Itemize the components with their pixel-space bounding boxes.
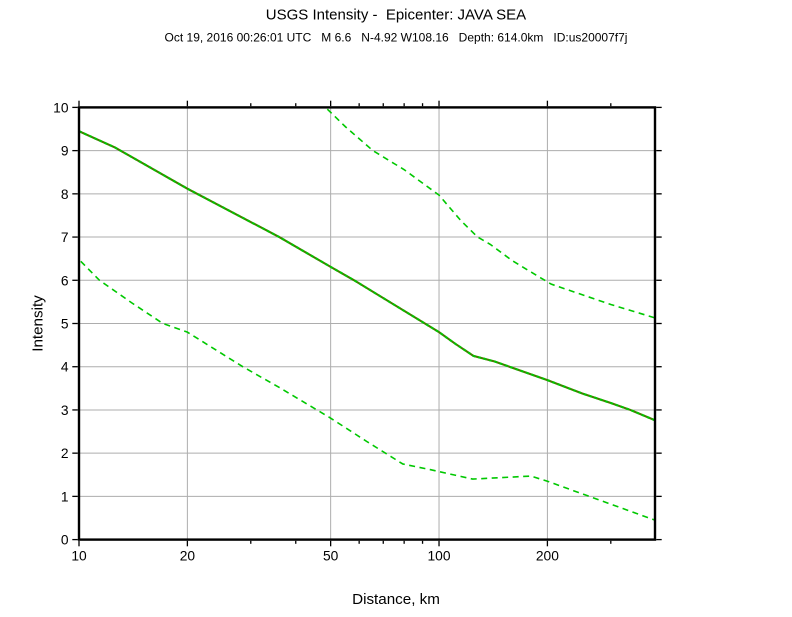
x-tick-label: 200	[536, 549, 559, 564]
x-axis-title: Distance, km	[352, 591, 440, 608]
y-tick-label: 4	[61, 360, 69, 375]
y-tick-label: 0	[61, 533, 69, 548]
axis-ticks	[72, 100, 662, 547]
x-tick-label: 10	[71, 549, 87, 564]
y-tick-label: 7	[61, 230, 69, 245]
sigma-bound-line	[79, 258, 655, 521]
y-tick-label: 1	[61, 489, 69, 504]
y-tick-label: 8	[61, 187, 69, 202]
grid-lines	[79, 107, 655, 540]
x-axis-tick-labels: 10 20 50 100 200	[71, 549, 559, 564]
y-tick-label: 3	[61, 403, 69, 418]
y-tick-label: 9	[61, 144, 69, 159]
y-axis-title: Intensity	[30, 295, 47, 352]
mean-intensity-line-overlay	[79, 130, 655, 422]
mean-intensity-line	[79, 130, 655, 422]
x-tick-label: 20	[180, 549, 196, 564]
y-tick-label: 10	[53, 100, 69, 115]
chart-title: USGS Intensity - Epicenter: JAVA SEA	[266, 7, 526, 24]
y-tick-label: 2	[61, 446, 69, 461]
sigma-bound-line	[325, 107, 655, 319]
y-tick-label: 5	[61, 317, 69, 332]
plot-frame	[77, 106, 657, 541]
chart-subtitle: Oct 19, 2016 00:26:01 UTC M 6.6 N-4.92 W…	[165, 31, 628, 45]
y-axis-tick-labels: 0 1 2 3 4 5 6 7 8 9 10	[53, 100, 69, 547]
x-tick-label: 50	[323, 549, 339, 564]
y-tick-label: 6	[61, 273, 69, 288]
x-tick-label: 100	[428, 549, 451, 564]
data-series-lines	[79, 107, 655, 521]
